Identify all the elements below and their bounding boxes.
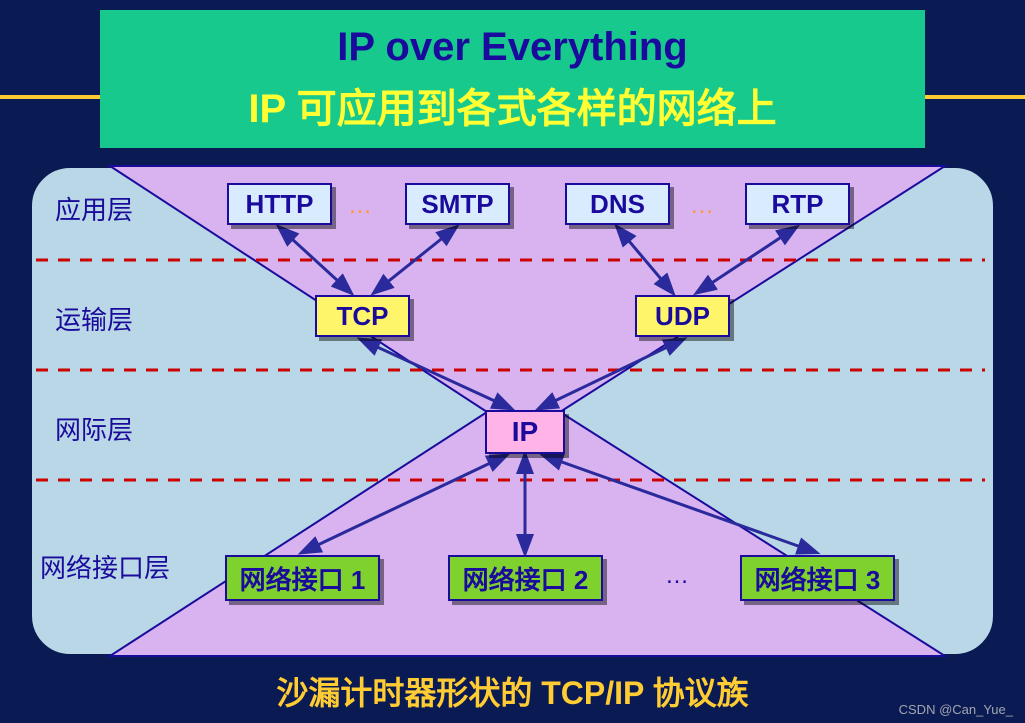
proto-dns: DNS [565,183,670,225]
proto-if3: 网络接口 3 [740,555,895,601]
proto-if1: 网络接口 1 [225,555,380,601]
proto-udp: UDP [635,295,730,337]
proto-if2: 网络接口 2 [448,555,603,601]
caption: 沙漏计时器形状的 TCP/IP 协议族 [0,668,1025,714]
watermark: CSDN @Can_Yue_ [899,702,1013,717]
ellipsis: … [348,192,375,220]
proto-tcp: TCP [315,295,410,337]
proto-http: HTTP [227,183,332,225]
ellipsis: … [665,562,692,590]
layer-label-app: 应用层 [55,190,133,227]
layer-label-net: 网际层 [55,410,133,447]
ellipsis: … [690,192,717,220]
proto-rtp: RTP [745,183,850,225]
proto-ip: IP [485,410,565,454]
diagram-svg [0,0,1025,723]
proto-smtp: SMTP [405,183,510,225]
layer-label-tran: 运输层 [55,300,133,337]
layer-label-link: 网络接口层 [40,548,170,585]
